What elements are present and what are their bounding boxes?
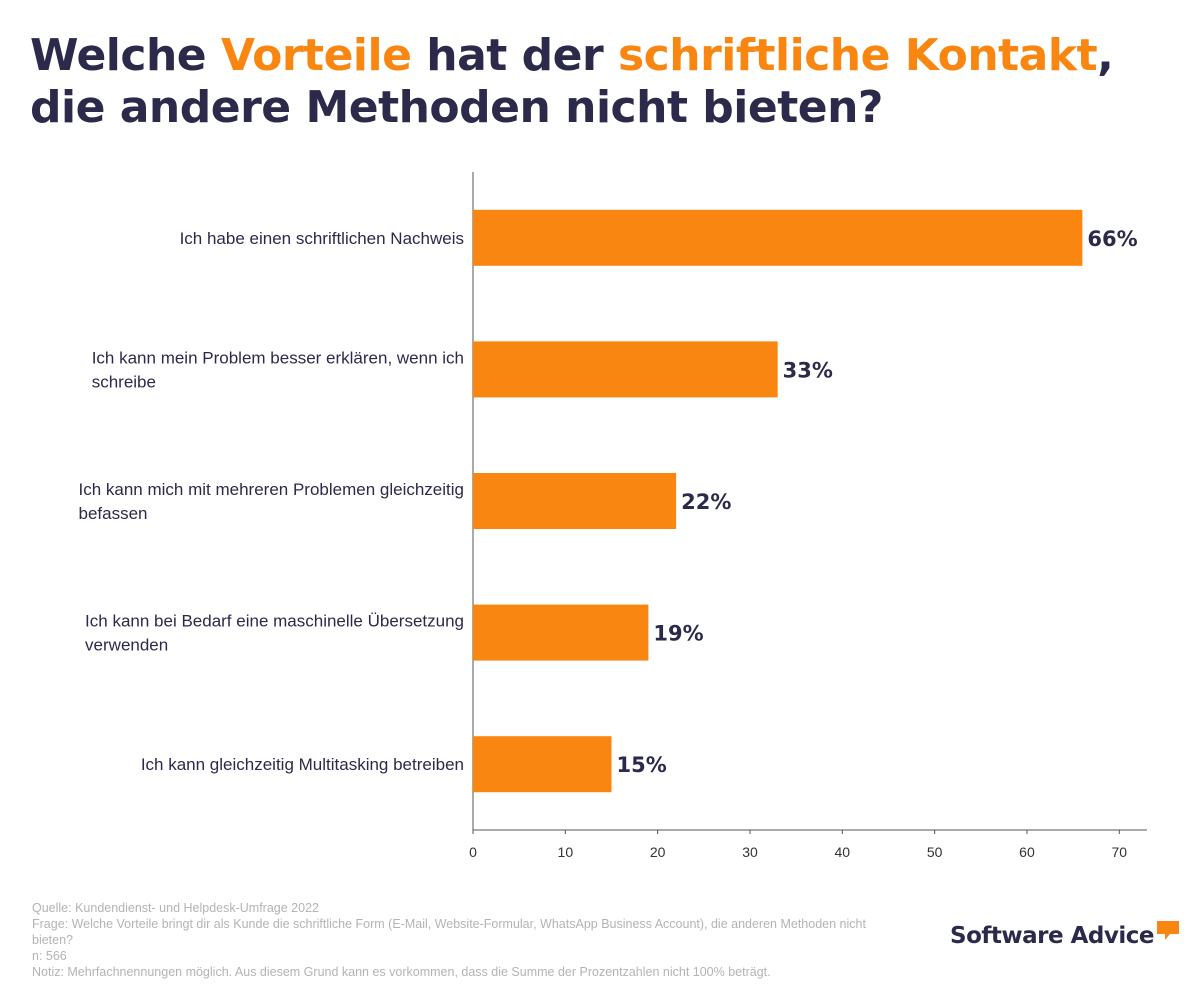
footer-notes: Quelle: Kundendienst- und Helpdesk-Umfra… xyxy=(32,900,902,980)
data-label-5: 15% xyxy=(616,753,666,777)
bar-3 xyxy=(473,473,677,529)
category-label-4-line-2: verwenden xyxy=(85,636,168,655)
x-tick-label-50: 50 xyxy=(927,844,943,860)
title-highlight-2: schriftliche Kontakt xyxy=(617,30,1098,81)
title-part-3: , die andere Methoden nicht bieten? xyxy=(30,30,1114,133)
x-tick-label-20: 20 xyxy=(650,844,666,860)
title-part-1: Welche xyxy=(30,30,221,81)
category-label-1: Ich habe einen schriftlichen Nachweis xyxy=(180,229,464,248)
chart-title: Welche Vorteile hat der schriftliche Kon… xyxy=(30,30,1180,134)
logo-text: Software Advice xyxy=(950,923,1154,949)
category-label-3-line-2: befassen xyxy=(78,504,147,523)
footer-sample-size: n: 566 xyxy=(32,949,67,963)
bar-1 xyxy=(473,209,1083,266)
data-label-1: 66% xyxy=(1087,227,1137,251)
title-highlight-1: Vorteile xyxy=(220,30,412,81)
category-label-2-line-1: Ich kann mein Problem besser erklären, w… xyxy=(92,348,464,367)
bar-5 xyxy=(473,736,612,793)
data-label-2: 33% xyxy=(783,358,833,382)
x-tick-label-10: 10 xyxy=(558,844,574,860)
x-tick-label-70: 70 xyxy=(1112,844,1128,860)
software-advice-logo: Software Advice xyxy=(950,920,1180,956)
x-tick-label-60: 60 xyxy=(1019,844,1035,860)
bar-2 xyxy=(473,341,778,398)
speech-bubble-icon xyxy=(1156,921,1179,940)
title-part-2: hat der xyxy=(411,30,618,81)
footer-source: Quelle: Kundendienst- und Helpdesk-Umfra… xyxy=(32,901,319,915)
category-label-5: Ich kann gleichzeitig Multitasking betre… xyxy=(141,755,464,774)
category-label-2-line-2: schreibe xyxy=(92,372,156,391)
footer-question: Frage: Welche Vorteile bringt dir als Ku… xyxy=(32,917,866,947)
category-label-4-line-1: Ich kann bei Bedarf eine maschinelle Übe… xyxy=(85,612,464,631)
x-tick-label-40: 40 xyxy=(835,844,851,860)
x-tick-label-0: 0 xyxy=(469,844,477,860)
category-label-3-line-1: Ich kann mich mit mehreren Problemen gle… xyxy=(78,480,464,499)
x-tick-label-30: 30 xyxy=(742,844,758,860)
footer-note: Notiz: Mehrfachnennungen möglich. Aus di… xyxy=(32,965,771,979)
bar-chart: 66% Ich habe einen schriftlichen Nachweis… xyxy=(78,172,1147,860)
data-label-4: 19% xyxy=(653,622,703,646)
data-label-3: 22% xyxy=(681,490,731,514)
bar-4 xyxy=(473,604,649,661)
